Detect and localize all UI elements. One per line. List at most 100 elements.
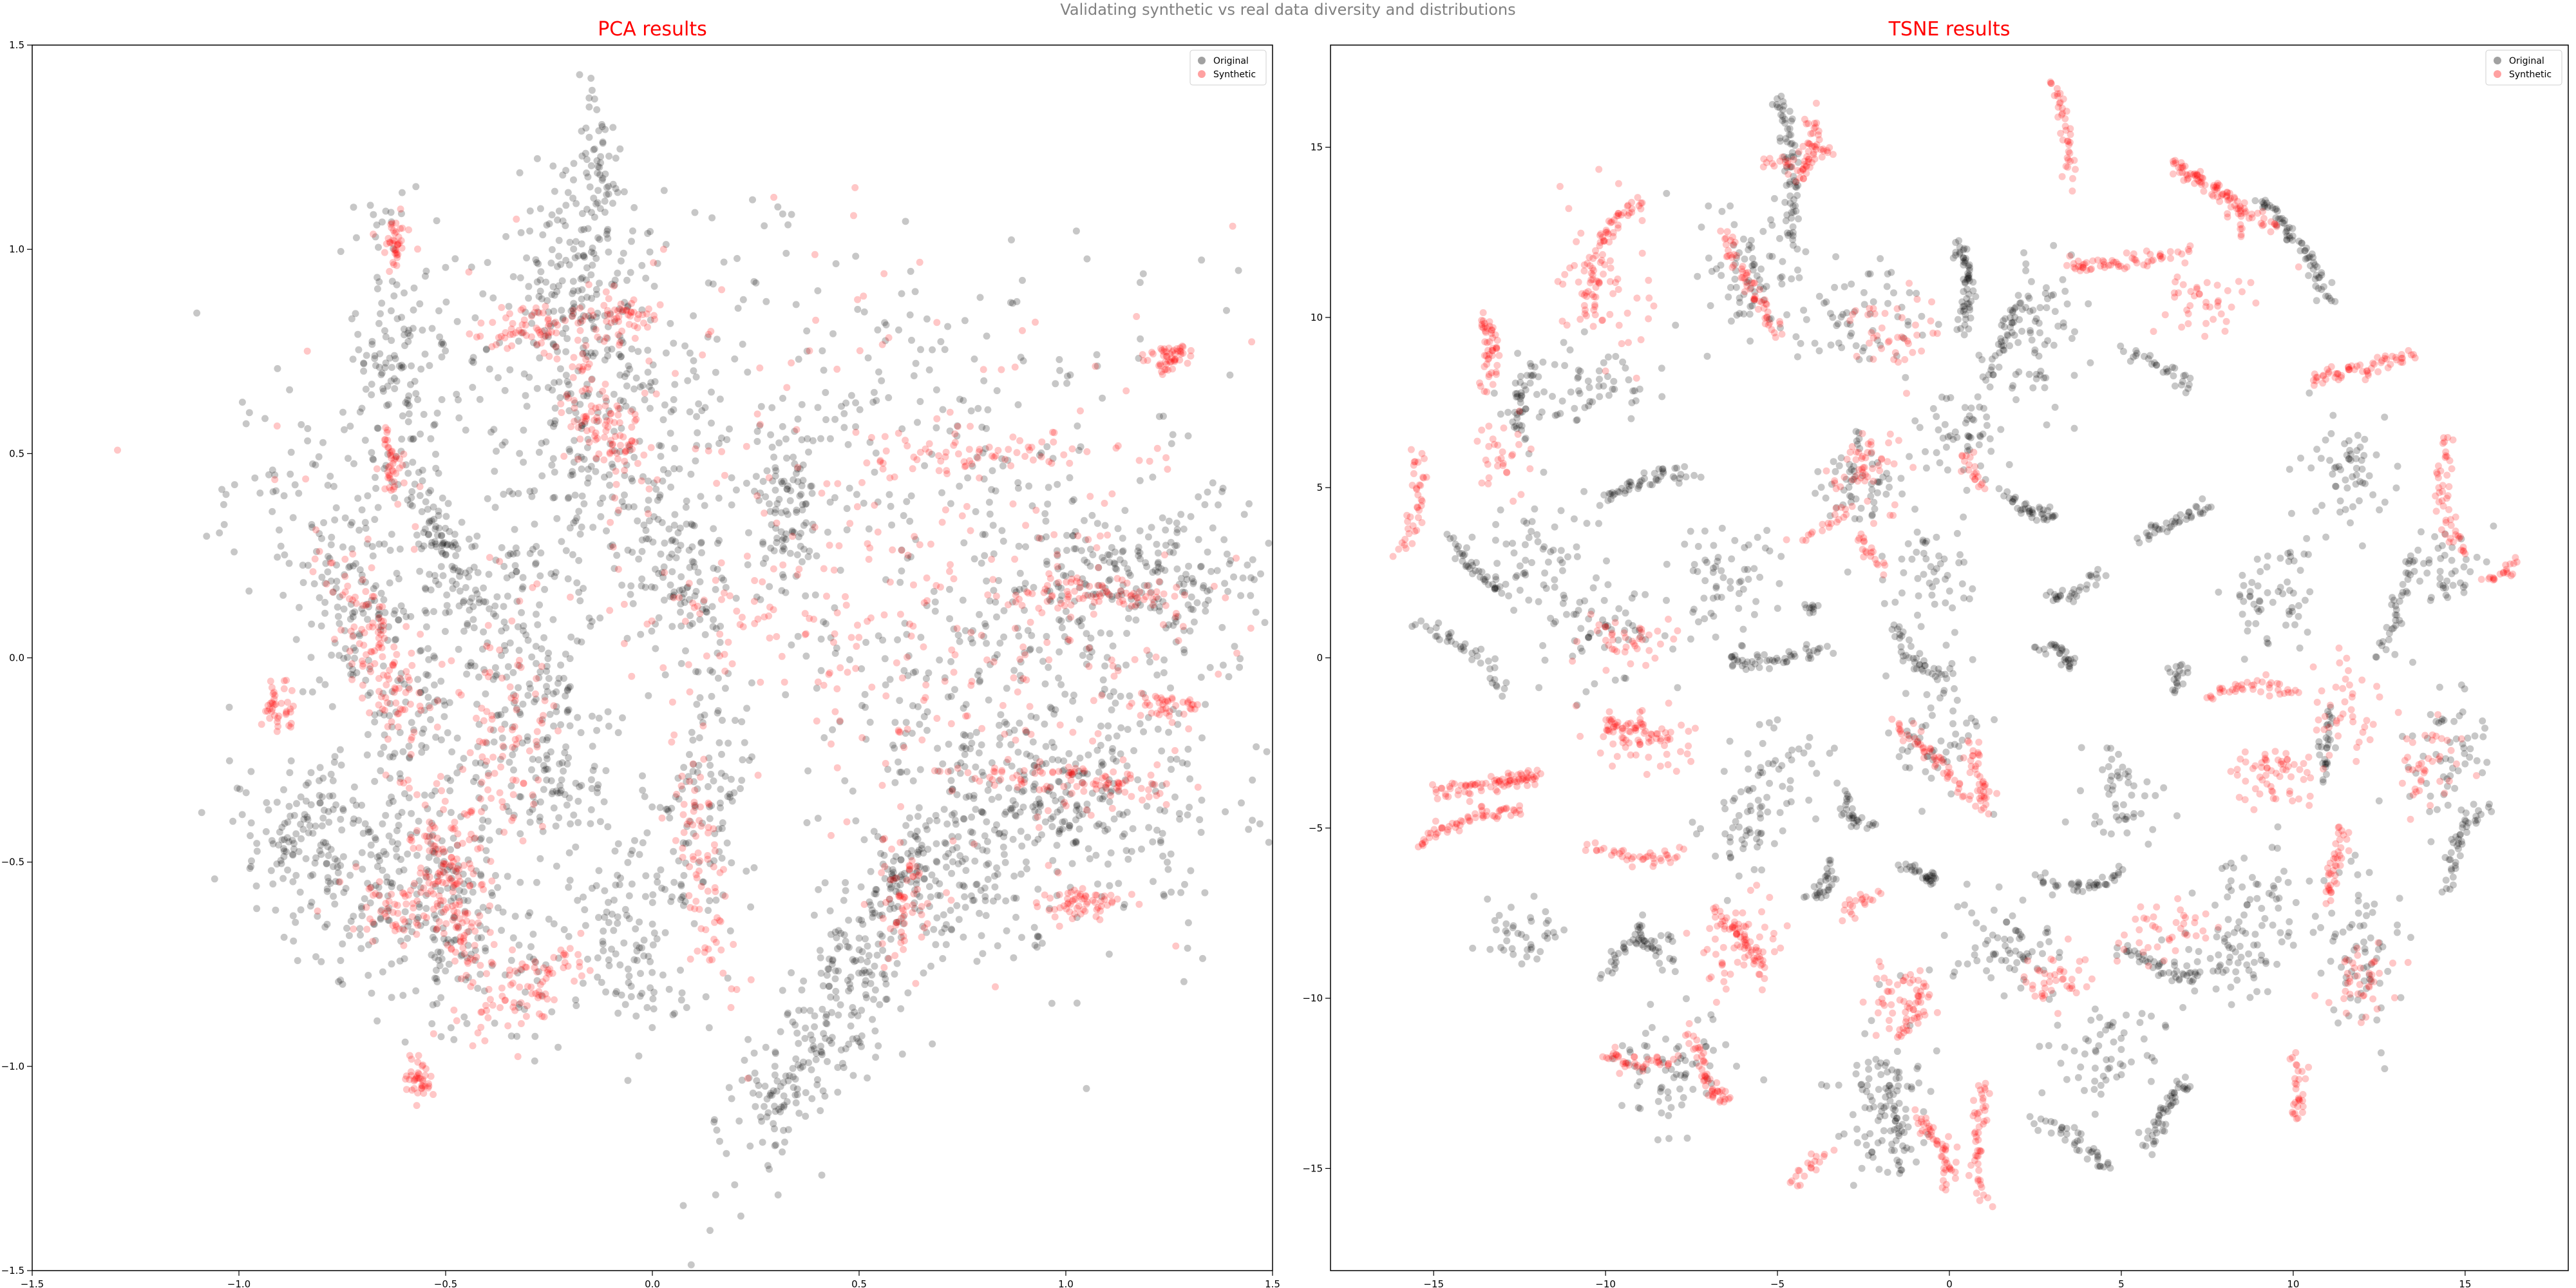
pca-point-synthetic xyxy=(471,927,479,935)
pca-point-original xyxy=(924,846,932,853)
pca-point-synthetic xyxy=(468,809,475,816)
pca-point-synthetic xyxy=(388,448,396,455)
pca-point-original xyxy=(474,985,482,992)
pca-point-original xyxy=(295,489,303,497)
pca-point-original xyxy=(549,162,557,170)
pca-point-synthetic xyxy=(566,945,574,952)
pca-point-original xyxy=(381,731,388,739)
pca-point-synthetic xyxy=(685,817,693,825)
pca-point-synthetic xyxy=(794,571,801,579)
pca-point-synthetic xyxy=(638,477,645,485)
pca-point-original xyxy=(350,913,357,920)
pca-point-synthetic xyxy=(477,961,484,969)
pca-point-original xyxy=(677,659,685,667)
pca-point-synthetic xyxy=(711,918,718,926)
pca-point-original xyxy=(308,688,316,696)
pca-point-synthetic xyxy=(1073,782,1081,790)
pca-point-synthetic xyxy=(1119,597,1126,605)
pca-point-synthetic xyxy=(491,770,498,777)
pca-point-original xyxy=(431,882,439,890)
pca-point-original xyxy=(749,1089,757,1097)
pca-point-synthetic xyxy=(484,772,492,779)
pca-point-original xyxy=(890,877,898,885)
pca-point-synthetic xyxy=(466,882,474,889)
pca-point-original xyxy=(595,714,603,722)
pca-point-synthetic xyxy=(582,342,590,350)
pca-point-synthetic xyxy=(337,626,345,634)
pca-point-synthetic xyxy=(282,710,290,718)
pca-point-original xyxy=(349,797,357,804)
pca-point-synthetic xyxy=(616,419,623,426)
pca-point-original xyxy=(486,837,493,844)
pca-point-original xyxy=(630,385,638,393)
pca-point-original xyxy=(933,840,940,848)
pca-point-original xyxy=(631,837,638,844)
pca-point-original xyxy=(1072,816,1079,824)
pca-point-original xyxy=(703,605,710,612)
pca-point-original xyxy=(461,907,469,915)
pca-point-original xyxy=(1126,692,1133,700)
pca-point-original xyxy=(428,819,436,827)
pca-point-original xyxy=(1073,914,1081,922)
pca-point-original xyxy=(1115,810,1123,818)
pca-point-original xyxy=(923,726,931,734)
pca-point-original xyxy=(1053,892,1061,900)
pca-point-original xyxy=(428,951,435,959)
pca-point-original xyxy=(715,739,723,746)
pca-point-original xyxy=(829,956,837,963)
pca-point-synthetic xyxy=(1169,365,1177,373)
pca-point-synthetic xyxy=(408,649,415,657)
pca-point-original xyxy=(422,670,430,678)
pca-point-original xyxy=(536,813,544,821)
pca-point-synthetic xyxy=(878,869,886,876)
pca-point-original xyxy=(404,400,412,408)
pca-point-synthetic xyxy=(747,976,755,983)
pca-point-original xyxy=(292,636,300,643)
pca-point-synthetic xyxy=(575,363,583,371)
pca-point-original xyxy=(1144,533,1152,541)
pca-point-synthetic xyxy=(719,969,727,977)
pca-point-original xyxy=(598,176,606,184)
pca-point-original xyxy=(923,601,931,609)
pca-point-original xyxy=(923,315,931,323)
pca-point-original xyxy=(399,363,407,371)
pca-point-synthetic xyxy=(835,542,843,549)
pca-point-synthetic xyxy=(413,827,421,835)
pca-point-original xyxy=(492,556,500,564)
pca-point-original xyxy=(331,753,339,761)
pca-point-original xyxy=(784,482,791,490)
pca-point-original xyxy=(585,474,592,482)
pca-point-synthetic xyxy=(488,715,496,723)
pca-point-original xyxy=(1003,927,1010,934)
pca-point-original xyxy=(298,421,305,428)
pca-point-original xyxy=(300,815,308,823)
pca-point-synthetic xyxy=(1057,600,1065,607)
pca-point-synthetic xyxy=(896,728,904,736)
pca-point-original xyxy=(471,835,478,842)
pca-point-synthetic xyxy=(634,324,641,332)
pca-point-original xyxy=(576,71,583,79)
pca-point-original xyxy=(837,567,844,574)
pca-point-original xyxy=(752,473,760,480)
pca-point-original xyxy=(925,883,933,891)
pca-point-synthetic xyxy=(591,417,598,424)
pca-point-original xyxy=(1037,449,1045,457)
pca-point-original xyxy=(573,200,580,207)
pca-point-original xyxy=(595,867,603,875)
pca-point-original xyxy=(618,991,625,999)
pca-point-synthetic xyxy=(388,224,395,232)
pca-point-synthetic xyxy=(1099,774,1106,782)
pca-point-original xyxy=(407,381,414,388)
pca-point-original xyxy=(566,524,574,532)
pca-point-original xyxy=(391,750,399,757)
pca-point-original xyxy=(649,1024,656,1032)
pca-point-synthetic xyxy=(896,838,904,846)
pca-point-original xyxy=(414,396,422,403)
pca-point-original xyxy=(973,453,981,461)
pca-point-synthetic xyxy=(390,643,398,651)
pca-point-synthetic xyxy=(622,448,630,455)
pca-point-original xyxy=(725,1084,733,1092)
pca-point-original xyxy=(970,795,978,802)
pca-point-synthetic xyxy=(533,341,541,348)
pca-point-original xyxy=(347,918,355,925)
